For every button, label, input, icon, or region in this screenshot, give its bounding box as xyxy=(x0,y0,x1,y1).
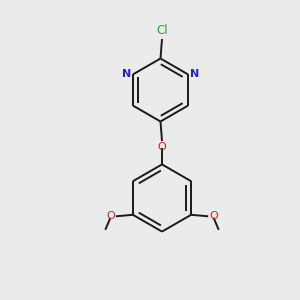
Text: N: N xyxy=(122,69,131,79)
Text: O: O xyxy=(158,142,166,152)
Text: O: O xyxy=(106,211,115,221)
Text: N: N xyxy=(190,69,200,79)
Text: O: O xyxy=(209,211,218,221)
Text: Cl: Cl xyxy=(156,24,168,37)
